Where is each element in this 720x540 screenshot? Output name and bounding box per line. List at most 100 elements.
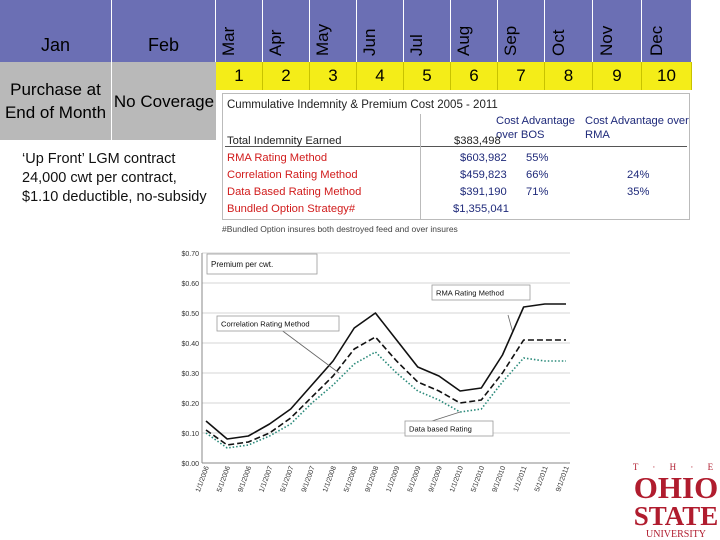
num-7: 7 bbox=[498, 62, 545, 90]
series-line-rma-rating-method bbox=[205, 303, 566, 440]
y-tick-label: $0.70 bbox=[181, 251, 199, 258]
chart-title-box bbox=[206, 253, 318, 275]
number-label: 8 bbox=[563, 66, 574, 85]
x-tick-label: 5/1/2009 bbox=[407, 465, 423, 493]
num-4: 4 bbox=[357, 62, 404, 90]
x-tick-label: 1/1/2007 bbox=[259, 465, 275, 493]
number-label: 9 bbox=[612, 66, 622, 85]
annotation-leader bbox=[279, 328, 340, 374]
y-tick-label: $0.30 bbox=[181, 371, 199, 378]
premium-chart: $0.00 $0.10 $0.20 $0.30 $0.40 $0.50 $0.60 $0.70… bbox=[181, 251, 571, 493]
ohio-state-logo: T · H · E OHIO STATE UNIVERSITY bbox=[632, 458, 720, 540]
logo-line1: OHIO bbox=[634, 470, 718, 505]
month-apr: Apr bbox=[263, 0, 310, 62]
num-2: 2 bbox=[263, 62, 310, 90]
x-tick-label: 5/1/2010 bbox=[470, 465, 486, 493]
y-tick-label: $0.50 bbox=[181, 311, 199, 318]
month-feb: Feb bbox=[112, 0, 216, 62]
x-tick-label: 1/1/2008 bbox=[322, 465, 338, 493]
y-tick-label: $0.10 bbox=[181, 431, 199, 438]
num-5: 5 bbox=[404, 62, 451, 90]
num-1: 1 bbox=[216, 62, 263, 90]
row-label: RMA Rating Method bbox=[227, 152, 328, 164]
month-dec: Dec bbox=[642, 0, 692, 62]
row-label: Data Based Rating Method bbox=[227, 186, 362, 198]
purchase-label: Purchase at End of Month bbox=[0, 62, 112, 140]
number-label: 1 bbox=[234, 66, 244, 85]
month-label: Apr bbox=[266, 29, 285, 56]
num-6: 6 bbox=[451, 62, 498, 90]
month-oct: Oct bbox=[545, 0, 593, 62]
row-label: Correlation Rating Method bbox=[227, 169, 358, 181]
x-tick-label: 9/1/2007 bbox=[301, 465, 317, 493]
results-table: Cummulative Indemnity & Premium Cost 200… bbox=[222, 93, 690, 220]
annotation-label: RMA Rating Method bbox=[436, 289, 504, 298]
num-9: 9 bbox=[593, 62, 642, 90]
number-label: 6 bbox=[469, 66, 479, 85]
row-adv-rma: 35% bbox=[627, 186, 650, 198]
contract-note: ‘Up Front’ LGM contract 24,000 cwt per c… bbox=[22, 151, 207, 205]
x-tick-label: 9/1/2008 bbox=[364, 465, 380, 493]
number-label: 5 bbox=[422, 66, 432, 85]
col-rma-header: Cost Advantage over RMA bbox=[585, 115, 689, 141]
logo-line2: STATE bbox=[634, 501, 719, 531]
row-value: $383,498 bbox=[454, 135, 501, 147]
x-tick-label: 1/1/2011 bbox=[513, 465, 529, 493]
value-column-divider bbox=[420, 114, 421, 219]
row-value: $459,823 bbox=[460, 169, 507, 181]
number-label: 2 bbox=[281, 66, 291, 85]
number-label: 10 bbox=[657, 66, 676, 85]
row-adv-bos: 55% bbox=[526, 152, 549, 164]
month-label: Oct bbox=[548, 29, 568, 56]
month-label: Feb bbox=[147, 35, 180, 55]
num-3: 3 bbox=[310, 62, 357, 90]
month-label: Dec bbox=[646, 25, 666, 56]
x-tick-label: 5/1/2008 bbox=[343, 465, 359, 493]
purchase-label-text: Purchase at End of Month bbox=[4, 80, 107, 122]
month-jun: Jun bbox=[357, 0, 404, 62]
x-tick-label: 9/1/2010 bbox=[491, 465, 507, 493]
no-coverage-label: No Coverage bbox=[112, 62, 216, 140]
month-label: Nov bbox=[597, 25, 616, 56]
col-bos-header: Cost Advantage over BOS bbox=[496, 115, 575, 141]
row-label: Total Indemnity Earned bbox=[227, 135, 342, 147]
month-mar: Mar bbox=[216, 0, 263, 62]
row-adv-bos: 66% bbox=[526, 169, 549, 181]
annotation-leader bbox=[431, 411, 461, 422]
table-rule-top bbox=[225, 146, 687, 147]
y-tick-label: $0.60 bbox=[181, 281, 199, 288]
month-label: May bbox=[313, 23, 332, 56]
month-aug: Aug bbox=[451, 0, 498, 62]
number-label: 7 bbox=[516, 66, 526, 85]
chart-title: Premium per cwt. bbox=[211, 260, 273, 269]
row-value: $391,190 bbox=[460, 186, 507, 198]
month-label: Jul bbox=[407, 34, 426, 56]
annotation-box bbox=[431, 284, 531, 301]
row-label: Bundled Option Strategy# bbox=[227, 203, 356, 215]
annotation-label: Correlation Rating Method bbox=[221, 320, 310, 329]
number-label: 3 bbox=[328, 66, 338, 85]
series-line-data-based-rating bbox=[205, 351, 566, 449]
series-line-correlation-rating-method bbox=[205, 336, 566, 446]
row-adv-bos: 71% bbox=[526, 186, 549, 198]
annotation-box bbox=[404, 420, 494, 437]
month-label: Aug bbox=[454, 25, 473, 56]
x-tick-label: 9/1/2011 bbox=[555, 465, 571, 493]
row-value: $603,982 bbox=[460, 152, 507, 164]
annotation-label: Data based Rating bbox=[409, 425, 472, 434]
logo-bottom: UNIVERSITY bbox=[646, 529, 706, 540]
month-label: Jan bbox=[40, 35, 71, 55]
x-tick-label: 5/1/2006 bbox=[216, 465, 232, 493]
x-tick-label: 1/1/2010 bbox=[449, 465, 465, 493]
row-adv-rma: 24% bbox=[627, 169, 650, 181]
row-value: $1,355,041 bbox=[453, 203, 509, 215]
x-tick-label: 1/1/2009 bbox=[386, 465, 402, 493]
x-tick-label: 9/1/2006 bbox=[237, 465, 253, 493]
x-tick-label: 5/1/2007 bbox=[280, 465, 296, 493]
month-label: Sep bbox=[501, 25, 520, 56]
month-jan: Jan bbox=[0, 0, 112, 62]
number-label: 4 bbox=[375, 66, 385, 85]
table-title: Cummulative Indemnity & Premium Cost 200… bbox=[227, 99, 498, 111]
y-tick-label: $0.20 bbox=[181, 401, 199, 408]
month-nov: Nov bbox=[593, 0, 642, 62]
